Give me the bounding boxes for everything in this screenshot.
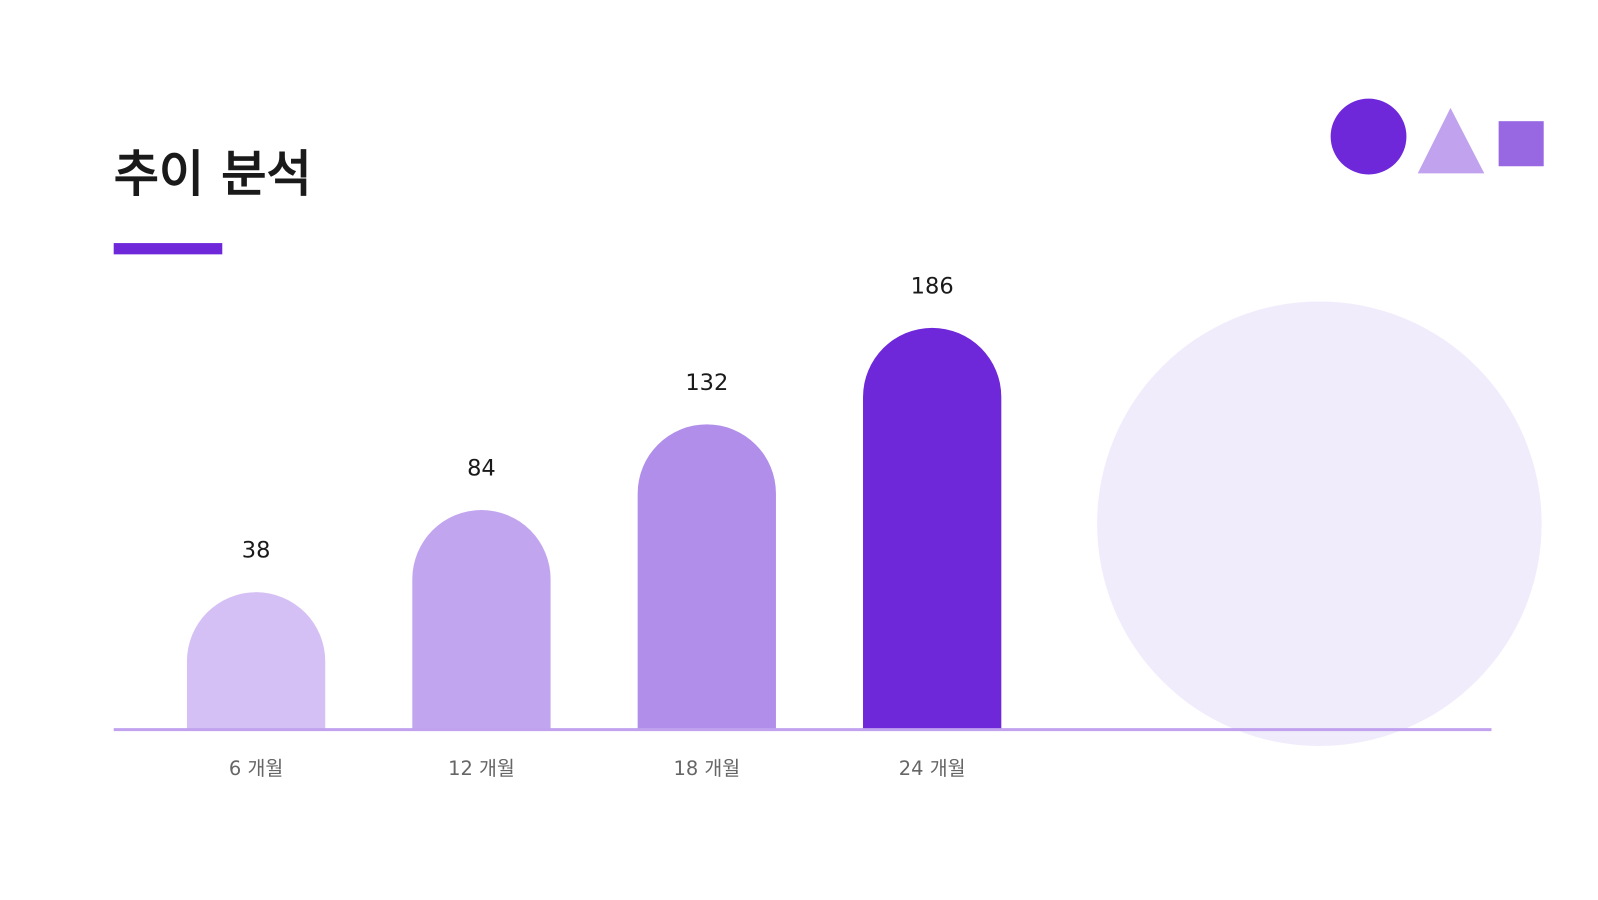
- decor-square: [1498, 121, 1544, 167]
- value-label: 38: [242, 538, 271, 564]
- x-tick-label: 6 개월: [229, 757, 283, 780]
- bar: [637, 424, 776, 730]
- value-label: 132: [685, 370, 728, 396]
- title-underline: [113, 243, 223, 255]
- bar: [186, 592, 326, 730]
- plot: 38 6 개월 84 12 개월 132 18 개월 186 24 개월: [186, 273, 1002, 780]
- value-label: 84: [467, 456, 496, 482]
- value-label: 186: [911, 273, 954, 299]
- chart-title: 추이 분석: [114, 145, 312, 203]
- x-tick-label: 12 개월: [448, 757, 515, 780]
- decor-triangle: [1417, 107, 1485, 174]
- x-tick-label: 18 개월: [673, 757, 740, 780]
- decor-circle: [1330, 98, 1407, 175]
- decor-circle: [1097, 301, 1542, 747]
- bar: [863, 327, 1002, 730]
- x-tick-label: 24 개월: [899, 757, 966, 780]
- bar: [412, 510, 551, 730]
